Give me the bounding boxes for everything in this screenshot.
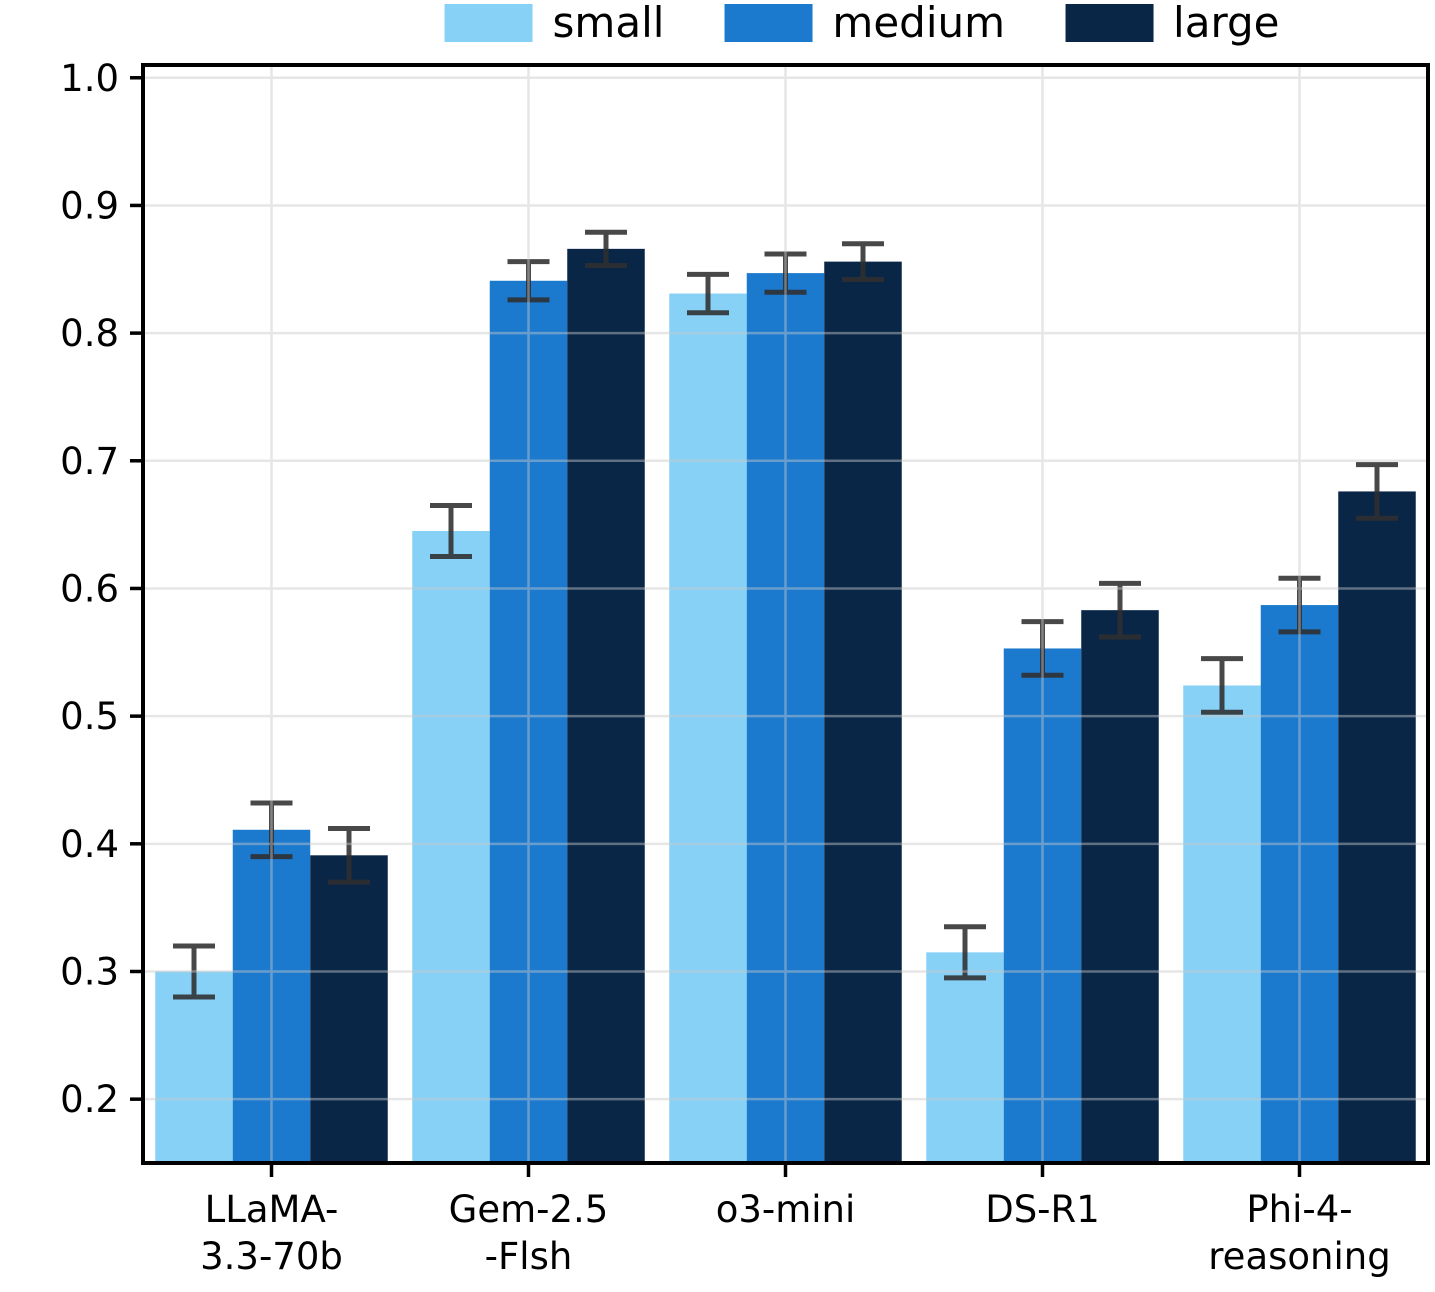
legend-label-large: large: [1173, 0, 1280, 47]
x-tick-label-1-line-0: Gem-2.5: [449, 1188, 609, 1231]
gridlines: [143, 65, 1428, 1163]
bar-small-2: [669, 293, 747, 1163]
error-bar-medium-0: [250, 800, 293, 860]
bar-medium-4: [1260, 605, 1339, 1163]
x-tick-label-0-line-0: LLaMA-: [205, 1188, 339, 1231]
bar-medium-1: [489, 280, 568, 1163]
error-bar-large-2: [842, 241, 884, 282]
y-tick-label-0.2: 0.2: [60, 1078, 119, 1121]
x-tick-label-0-line-1: 3.3-70b: [200, 1235, 343, 1278]
y-tick-label-1: 1.0: [60, 57, 119, 100]
y-tick-label-0.7: 0.7: [60, 440, 119, 483]
y-tick-label-0.4: 0.4: [60, 823, 119, 866]
bar-large-4: [1338, 491, 1416, 1163]
error-bar-medium-2: [764, 251, 807, 295]
legend-swatch-large: [1065, 4, 1154, 42]
y-tick-label-0.3: 0.3: [60, 950, 119, 993]
error-bar-large-4: [1356, 462, 1398, 521]
bar-medium-3: [1003, 648, 1082, 1163]
legend-swatch-small: [444, 4, 533, 42]
legend-item-small: small: [444, 0, 665, 47]
error-bar-small-3: [944, 924, 986, 981]
y-tick-label-0.9: 0.9: [60, 184, 119, 227]
x-tick-label-2-line-0: o3-mini: [716, 1188, 856, 1231]
error-bar-small-4: [1201, 656, 1243, 715]
bar-small-4: [1183, 685, 1261, 1163]
legend-swatch-medium: [724, 4, 813, 42]
bar-large-2: [824, 261, 902, 1163]
bar-small-3: [926, 952, 1004, 1163]
legend-item-medium: medium: [724, 2, 1005, 44]
legend-label-small: small: [552, 0, 665, 47]
axis-ticks: [130, 76, 1302, 1177]
bar-large-3: [1081, 610, 1159, 1163]
y-tick-label-0.5: 0.5: [60, 695, 119, 738]
bar-medium-2: [746, 273, 825, 1163]
y-tick-label-0.6: 0.6: [60, 567, 119, 610]
error-bar-small-2: [687, 271, 729, 316]
error-bar-large-1: [585, 229, 627, 268]
x-tick-label-3-line-0: DS-R1: [985, 1188, 1100, 1231]
x-tick-label-1-line-1: -Flsh: [485, 1235, 573, 1278]
bar-small-0: [155, 971, 233, 1163]
error-bar-small-1: [430, 502, 472, 560]
bar-medium-0: [232, 829, 311, 1163]
chart-legend: small medium large: [444, 0, 1279, 47]
error-bar-large-0: [328, 825, 370, 885]
bar-large-1: [567, 248, 645, 1163]
bar-small-1: [412, 531, 490, 1163]
legend-item-large: large: [1065, 2, 1279, 44]
error-bar-large-3: [1099, 580, 1141, 640]
x-tick-label-4-line-0: Phi-4-: [1246, 1188, 1352, 1231]
x-tick-label-4-line-1: reasoning: [1208, 1235, 1390, 1278]
error-bar-medium-3: [1021, 619, 1064, 678]
legend-label-medium: medium: [832, 0, 1006, 47]
y-tick-label-0.8: 0.8: [60, 312, 119, 355]
error-bar-small-0: [173, 943, 215, 1000]
bar-large-0: [310, 855, 388, 1163]
error-bar-medium-4: [1278, 575, 1321, 635]
error-bar-medium-1: [507, 259, 550, 303]
